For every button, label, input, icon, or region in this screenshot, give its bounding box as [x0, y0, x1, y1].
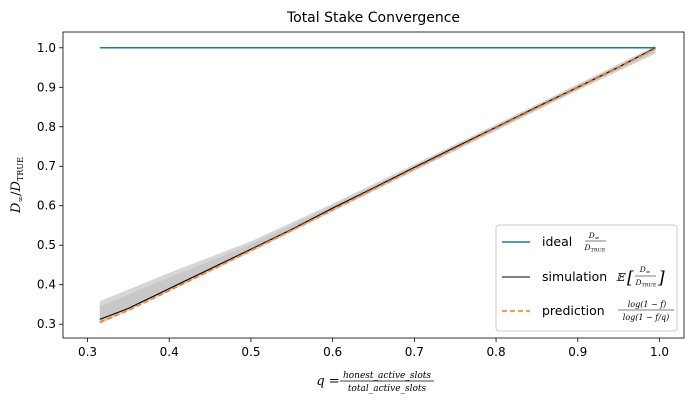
y-tick-label: 0.3 — [37, 317, 56, 331]
y-tick-label: 0.7 — [37, 159, 56, 173]
series-lines — [99, 47, 656, 323]
y-tick-label: 0.8 — [37, 120, 56, 134]
y-tick-label: 0.6 — [37, 199, 56, 213]
x-tick-label: 0.6 — [323, 345, 342, 359]
x-tick-label: 0.5 — [241, 345, 260, 359]
y-axis-ticks: 0.3 0.4 0.5 0.6 0.7 0.8 0.9 1.0 — [37, 41, 63, 331]
y-tick-label: 0.4 — [37, 278, 56, 292]
legend-math-prediction: log(1 − f) log(1 − f/q) — [618, 300, 674, 322]
x-tick-label: 0.9 — [568, 345, 587, 359]
y-tick-label: 1.0 — [37, 41, 56, 55]
x-tick-label: 0.8 — [487, 345, 506, 359]
y-tick-label: 0.9 — [37, 80, 56, 94]
series-line-simulation — [99, 47, 656, 320]
x-tick-label: 1.0 — [650, 345, 669, 359]
x-axis-label: q = honest_active_slots total_active_slo… — [316, 371, 434, 394]
series-line-prediction — [99, 47, 656, 323]
legend-box — [495, 224, 678, 332]
svg-text:[: [ — [627, 268, 634, 288]
chart-title: Total Stake Convergence — [286, 10, 460, 26]
x-tick-label: 0.4 — [160, 345, 179, 359]
legend-item-simulation: simulation 𝔼 [ D∞ DTRUE ] — [502, 265, 665, 289]
svg-text:D∞: D∞ — [639, 265, 651, 276]
legend-label-prediction: prediction — [542, 303, 605, 318]
legend-math-simulation: 𝔼 [ D∞ DTRUE ] — [616, 265, 665, 289]
svg-text:log(1 − f): log(1 − f) — [628, 300, 667, 309]
x-tick-label: 0.3 — [78, 345, 97, 359]
legend-label-simulation: simulation — [542, 269, 607, 284]
legend: ideal D∞ DTRUE simulation 𝔼 [ D∞ DTRUE ] — [495, 224, 678, 332]
svg-text:log(1 − f/q): log(1 − f/q) — [623, 313, 669, 322]
svg-text:𝔼: 𝔼 — [616, 271, 626, 284]
legend-item-prediction: prediction log(1 − f) log(1 − f/q) — [502, 300, 674, 322]
svg-text:DTRUE: DTRUE — [584, 243, 606, 254]
x-tick-label: 0.7 — [405, 345, 424, 359]
svg-text:DTRUE: DTRUE — [635, 278, 657, 289]
y-axis-label: D∞/DTRUE — [9, 157, 25, 214]
legend-item-ideal: ideal D∞ DTRUE — [502, 231, 606, 254]
x-axis-ticks: 0.3 0.4 0.5 0.6 0.7 0.8 0.9 1.0 — [78, 338, 669, 359]
y-tick-label: 0.5 — [37, 238, 56, 252]
confidence-band-1 — [99, 47, 656, 323]
svg-text:D∞: D∞ — [588, 231, 600, 242]
x-axis-label-prefix: q = — [316, 374, 339, 389]
svg-text:]: ] — [657, 268, 665, 288]
legend-math-ideal: D∞ DTRUE — [584, 231, 606, 254]
x-axis-label-numerator: honest_active_slots — [343, 371, 431, 381]
plot-frame — [62, 31, 685, 339]
legend-label-ideal: ideal — [542, 234, 572, 249]
x-axis-label-denominator: total_active_slots — [348, 384, 427, 394]
